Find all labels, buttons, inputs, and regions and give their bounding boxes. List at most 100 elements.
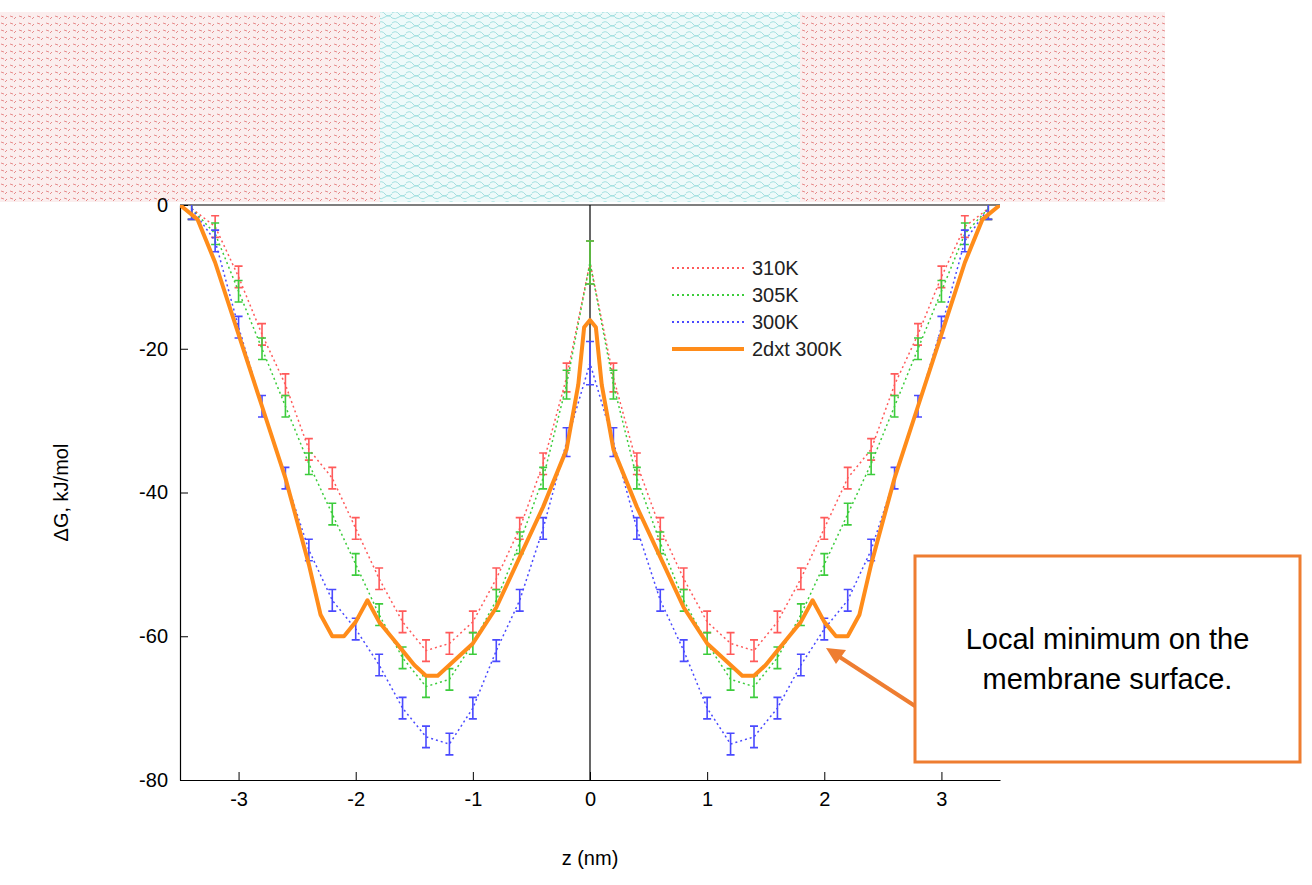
error-bar (258, 338, 266, 360)
error-bar (375, 568, 383, 590)
y-tick: 0 (157, 194, 188, 216)
x-tick-mark (356, 772, 357, 780)
annotation-line: Local minimum on the (966, 623, 1250, 655)
error-bar (820, 554, 828, 576)
legend-swatch (672, 294, 744, 296)
y-tick-label: -80 (139, 769, 168, 791)
x-tick: 3 (936, 772, 947, 810)
annotation-arrow (832, 652, 915, 706)
x-tick-mark (824, 772, 825, 780)
x-axis-title: z (nm) (562, 847, 619, 869)
error-bar (844, 590, 852, 612)
error-bar (328, 467, 336, 489)
error-bar (797, 568, 805, 590)
error-bar (328, 590, 336, 612)
error-bar (750, 640, 758, 662)
y-tick: -40 (139, 481, 188, 503)
error-bar (727, 669, 735, 691)
error-bar (563, 370, 571, 399)
error-bar (891, 395, 899, 417)
error-bar (492, 640, 500, 662)
water-region (800, 12, 1165, 202)
x-tick-mark (941, 772, 942, 780)
error-bar (445, 633, 453, 655)
x-tick-mark (590, 772, 591, 780)
error-bar (328, 503, 336, 525)
x-tick-label: 3 (936, 788, 947, 810)
annotation-text: Local minimum on themembrane surface. (966, 623, 1250, 695)
chart: -3-2-10123-80-60-40-200z (nm)ΔG, kJ/mol3… (0, 0, 1312, 885)
error-bar (750, 676, 758, 698)
y-tick: -80 (139, 769, 188, 791)
legend-label: 2dxt 300K (752, 338, 843, 360)
error-bar (305, 453, 313, 475)
annotation-arrowhead (826, 648, 846, 664)
error-bar (586, 241, 594, 284)
error-bar (281, 395, 289, 417)
error-bar (797, 654, 805, 676)
error-bar (469, 611, 477, 633)
error-bar (281, 374, 289, 396)
error-bar (703, 611, 711, 633)
plot-area (180, 205, 1000, 755)
legend-label: 305K (752, 284, 799, 306)
error-bar (727, 633, 735, 655)
y-tick-mark (180, 636, 188, 637)
error-bar (422, 676, 430, 698)
error-bar (375, 654, 383, 676)
legend-label: 310K (752, 257, 799, 279)
series-line (192, 209, 989, 744)
x-tick: -3 (230, 772, 248, 810)
error-bar (703, 697, 711, 719)
x-tick-mark (239, 772, 240, 780)
x-tick-label: -1 (464, 788, 482, 810)
error-bar (422, 726, 430, 748)
error-bar (352, 554, 360, 576)
error-bar (914, 338, 922, 360)
x-tick: 1 (702, 772, 713, 810)
error-bar (586, 342, 594, 385)
error-bar (844, 467, 852, 489)
error-bar (633, 518, 641, 540)
error-bar (773, 697, 781, 719)
annotation: Local minimum on themembrane surface. (826, 556, 1300, 762)
x-tick-label: 0 (585, 788, 596, 810)
error-bar (680, 568, 688, 590)
error-bar (539, 467, 547, 489)
zero-line (589, 205, 590, 780)
legend-label: 300K (752, 311, 799, 333)
error-bar (492, 568, 500, 590)
error-bar (399, 611, 407, 633)
y-tick-mark (180, 349, 188, 350)
annotation-box (915, 556, 1300, 762)
error-bar (867, 453, 875, 475)
x-tick: -2 (347, 772, 365, 810)
x-tick-label: 2 (819, 788, 830, 810)
y-tick-mark (180, 493, 188, 494)
x-tick-label: -2 (347, 788, 365, 810)
x-axis-line (181, 780, 1001, 781)
series-line (192, 209, 989, 687)
legend-swatch (672, 347, 744, 351)
error-bar (633, 467, 641, 489)
y-tick: -60 (139, 625, 188, 647)
x-tick-label: 1 (702, 788, 713, 810)
error-bar (961, 230, 969, 252)
x-tick: -1 (464, 772, 482, 810)
legend: 310K 305K 300K 2dxt 300K (672, 257, 843, 360)
error-bar (609, 370, 617, 399)
y-tick-mark (180, 780, 188, 781)
error-bar (539, 518, 547, 540)
series-line (192, 209, 989, 651)
error-bar (235, 280, 243, 302)
x-tick-mark (707, 772, 708, 780)
x-axis: -3 -2 -1 0 1 2 3 (181, 772, 1001, 810)
x-tick: 2 (819, 772, 830, 810)
x-tick: 0 (585, 772, 596, 810)
y-tick: -20 (139, 338, 188, 360)
y-tick-label: -20 (139, 338, 168, 360)
y-axis: -80 -60 -40 -20 0 (139, 194, 188, 791)
y-tick-label: -60 (139, 625, 168, 647)
error-bar (352, 518, 360, 540)
legend-swatch (672, 321, 744, 323)
